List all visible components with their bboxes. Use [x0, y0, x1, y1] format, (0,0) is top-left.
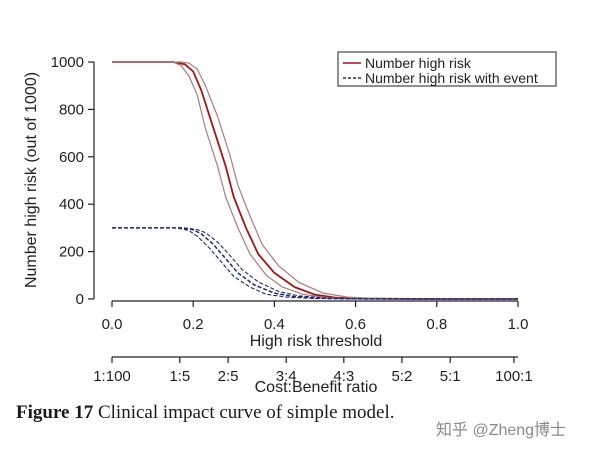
cost-benefit-tick-label: 3:4 — [276, 368, 297, 385]
figure-caption-text: Clinical impact curve of simple model. — [97, 402, 395, 423]
y-tick-label: 1000 — [51, 54, 84, 71]
series-line-with-event-estimate — [112, 227, 518, 300]
x-tick-label: 0.8 — [426, 316, 447, 333]
clinical-impact-chart: Number high risk (out of 1000) 0 200 400 60… — [23, 51, 557, 396]
y-tick-label: 800 — [59, 101, 84, 118]
cost-benefit-tick-label: 100:1 — [495, 368, 533, 385]
x-tick-label: 1.0 — [508, 316, 529, 333]
cost-benefit-tick-label: 1:5 — [169, 368, 190, 385]
watermark: 知乎 @Zheng博士 — [436, 422, 567, 439]
series-line-high-risk-lower — [112, 61, 518, 300]
series-line-with-event-upper — [112, 227, 518, 300]
series-line-high-risk-upper — [112, 61, 518, 300]
x-tick-label: 0.4 — [264, 316, 285, 333]
y-axis-label: Number high risk (out of 1000) — [23, 72, 40, 288]
legend-label-with-event: Number high risk with event — [365, 70, 538, 86]
figure-caption-label: Figure 17 — [16, 402, 94, 423]
cost-benefit-tick-label: 5:1 — [440, 368, 461, 385]
x-tick-label: 0.0 — [102, 316, 123, 333]
cost-benefit-tick-label: 5:2 — [391, 368, 412, 385]
y-tick-label: 200 — [59, 244, 84, 261]
cost-benefit-tick-label: 1:100 — [93, 368, 131, 385]
x-tick-label: 0.6 — [345, 316, 366, 333]
y-tick-label: 400 — [59, 196, 84, 213]
legend: Number high risk Number high risk with e… — [337, 51, 557, 87]
series-line-high-risk-estimate — [112, 61, 518, 300]
x-axis-label: High risk threshold — [250, 333, 383, 350]
legend-box — [337, 51, 557, 87]
cost-benefit-axis-label: Cost:Benefit ratio — [255, 379, 378, 396]
figure-caption: Figure 17 Clinical impact curve of simpl… — [16, 402, 395, 424]
x-axis: 0.0 0.2 0.4 0.6 0.8 1.0 — [102, 300, 529, 333]
y-axis: 0 200 400 600 800 1000 — [51, 54, 95, 308]
cost-benefit-tick-label: 2:5 — [218, 368, 239, 385]
x-tick-label: 0.2 — [183, 316, 204, 333]
y-tick-label: 0 — [76, 291, 84, 308]
cost-benefit-axis: 1:100 1:5 2:5 3:4 4:3 5:2 5:1 100:1 — [93, 356, 533, 385]
legend-label-high-risk: Number high risk — [365, 55, 472, 71]
cost-benefit-tick-label: 4:3 — [333, 368, 354, 385]
y-tick-label: 600 — [59, 149, 84, 166]
series-line-with-event-lower — [112, 227, 518, 300]
series-layer — [112, 61, 518, 300]
